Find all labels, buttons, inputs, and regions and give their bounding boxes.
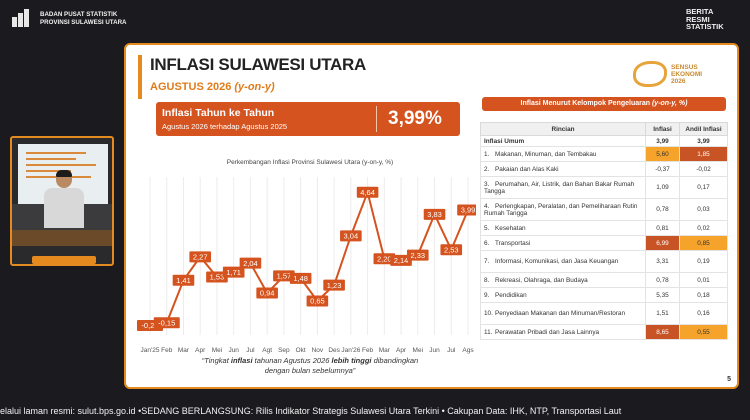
x-tick-label: Okt bbox=[296, 347, 306, 354]
data-label: 0,65 bbox=[310, 297, 325, 306]
data-label: 3,83 bbox=[427, 210, 442, 219]
col-inflasi: Inflasi bbox=[645, 122, 680, 136]
data-label: 1,41 bbox=[176, 276, 191, 285]
data-label: 2,20 bbox=[377, 254, 392, 263]
data-label-box bbox=[306, 295, 329, 307]
presentation-slide: INFLASI SULAWESI UTARA AGUSTUS 2026 (y-o… bbox=[124, 43, 739, 389]
presenter-caption bbox=[32, 256, 96, 264]
x-tick-label: Jan'25 bbox=[141, 347, 160, 354]
data-label: -0,25 bbox=[141, 321, 158, 330]
x-tick-label: Jul bbox=[246, 347, 255, 354]
highlight-value: 3,99% bbox=[388, 108, 442, 129]
data-label: 1,23 bbox=[327, 281, 342, 290]
data-label-box bbox=[356, 186, 379, 198]
x-tick-label: Ags bbox=[462, 347, 474, 354]
data-label: 1,53 bbox=[210, 273, 225, 282]
presenter-person bbox=[44, 170, 84, 236]
data-label: 1,57 bbox=[277, 272, 292, 281]
data-label-box bbox=[390, 254, 412, 266]
data-label: 3,04 bbox=[344, 232, 359, 241]
table-row: 3. Perumahan, Air, Listrik, dan Bahan Bak… bbox=[480, 176, 728, 199]
top-bar: BADAN PUSAT STATISTIK PROVINSI SULAWESI … bbox=[0, 0, 750, 38]
col-rincian: Rincian bbox=[480, 122, 646, 136]
data-label: 2,33 bbox=[410, 251, 425, 260]
table-row-umum: Inflasi Umum 3,99 3,99 bbox=[480, 135, 728, 147]
chart-quote: “Tingkat inflasi tahunan Agustus 2026 le… bbox=[201, 356, 419, 375]
table-row: 7. Informasi, Komunikasi, dan Jasa Keuang… bbox=[480, 250, 728, 273]
table-row: 5. Kesehatan 0,81 0,02 bbox=[480, 220, 728, 236]
x-tick-label: Apr bbox=[396, 347, 407, 354]
x-tick-label: Mei bbox=[413, 347, 423, 354]
table-row: 4. Perlengkapan, Peralatan, dan Pemelihar… bbox=[480, 198, 728, 221]
bps-logo-icon bbox=[12, 9, 34, 27]
data-label-box bbox=[206, 271, 228, 283]
data-label: 1,48 bbox=[293, 274, 308, 283]
org-name: BADAN PUSAT STATISTIK PROVINSI SULAWESI … bbox=[40, 11, 127, 26]
data-label-box bbox=[457, 204, 476, 216]
x-tick-label: Mei bbox=[212, 347, 222, 354]
data-label: 2,14 bbox=[394, 256, 409, 265]
table-row: 6. Transportasi 6,99 0,85 bbox=[480, 235, 728, 251]
inflation-group-table: Rincian Inflasi Andil Inflasi Inflasi Um… bbox=[480, 122, 728, 340]
page-number: 5 bbox=[727, 376, 731, 383]
x-tick-label: Nov bbox=[312, 347, 324, 354]
news-ticker: elalui laman resmi: sulut.bps.go.id •SED… bbox=[0, 402, 750, 420]
inflation-line-chart: -0,25 -0,15 1,41 2,27 1,53 1,71 2,04 0,94 1,57 1,… bbox=[136, 167, 476, 357]
x-tick-label: Feb bbox=[362, 347, 374, 354]
table-row: 2. Pakaian dan Alas Kaki -0,37 -0,02 bbox=[480, 161, 728, 177]
x-tick-label: Des bbox=[328, 347, 340, 354]
x-tick-label: Sep bbox=[278, 347, 290, 354]
data-label: 2,53 bbox=[444, 245, 459, 254]
data-label-box bbox=[222, 266, 245, 278]
data-label: 1,71 bbox=[226, 268, 241, 277]
highlight-title: Inflasi Tahun ke Tahun bbox=[162, 107, 275, 119]
data-label: 2,27 bbox=[193, 253, 208, 262]
data-label-box bbox=[340, 230, 362, 242]
brs-logo: BERITA RESMI STATISTIK bbox=[686, 7, 724, 32]
title-accent bbox=[138, 55, 142, 99]
data-label-box bbox=[373, 253, 396, 265]
x-tick-label: Jan'26 bbox=[341, 347, 360, 354]
x-tick-label: Agt bbox=[262, 347, 272, 354]
data-label: -0,15 bbox=[158, 318, 175, 327]
slide-title: INFLASI SULAWESI UTARA bbox=[150, 55, 366, 74]
data-label: 3,99 bbox=[461, 206, 476, 215]
x-tick-label: Apr bbox=[195, 347, 206, 354]
data-label-box bbox=[153, 317, 180, 329]
x-tick-label: Jun bbox=[228, 347, 239, 354]
x-tick-label: Jun bbox=[429, 347, 440, 354]
highlight-subtitle: Agustus 2026 terhadap Agustus 2025 bbox=[162, 122, 288, 131]
slide-subtitle: AGUSTUS 2026 (y-on-y) bbox=[150, 81, 275, 93]
data-label-box bbox=[289, 272, 312, 284]
table-row: 9. Pendidikan 5,35 0,18 bbox=[480, 287, 728, 303]
data-label-box bbox=[239, 257, 262, 269]
data-label-box bbox=[256, 287, 278, 299]
table-row: 1. Makanan, Minuman, dan Tembakau 5,60 1,… bbox=[480, 146, 728, 162]
table-header: Inflasi Menurut Kelompok Pengeluaran (y-… bbox=[482, 97, 726, 111]
sensus-ekonomi-logo: SENSUS EKONOMI 2026 bbox=[633, 59, 713, 91]
data-label-box bbox=[273, 270, 295, 282]
sensus-logo-icon bbox=[633, 61, 667, 87]
table-row: 10. Penyediaan Makanan dan Minuman/Restor… bbox=[480, 302, 728, 325]
data-label: 4,64 bbox=[360, 188, 375, 197]
data-label-box bbox=[406, 249, 429, 261]
data-label: 0,94 bbox=[260, 289, 275, 298]
x-tick-label: Jul bbox=[447, 347, 456, 354]
data-label-box bbox=[323, 279, 345, 291]
presenter-video bbox=[10, 136, 114, 266]
x-tick-label: Feb bbox=[161, 347, 173, 354]
data-label-box bbox=[440, 244, 463, 256]
yoy-inflation-highlight: Inflasi Tahun ke Tahun Agustus 2026 terh… bbox=[156, 102, 460, 136]
table-row: 8. Rekreasi, Olahraga, dan Budaya 0,78 0,… bbox=[480, 272, 728, 288]
data-label: 2,04 bbox=[243, 259, 258, 268]
x-tick-label: Mar bbox=[178, 347, 190, 354]
col-andil: Andil Inflasi bbox=[679, 122, 728, 136]
data-label-box bbox=[423, 208, 446, 220]
chart-title: Perkembangan Inflasi Provinsi Sulawesi U… bbox=[226, 159, 394, 166]
x-tick-label: Mar bbox=[379, 347, 391, 354]
data-label-box bbox=[172, 274, 195, 286]
table-row: 11. Perawatan Pribadi dan Jasa Lainnya 8,… bbox=[480, 324, 728, 340]
data-label-box bbox=[189, 251, 212, 263]
